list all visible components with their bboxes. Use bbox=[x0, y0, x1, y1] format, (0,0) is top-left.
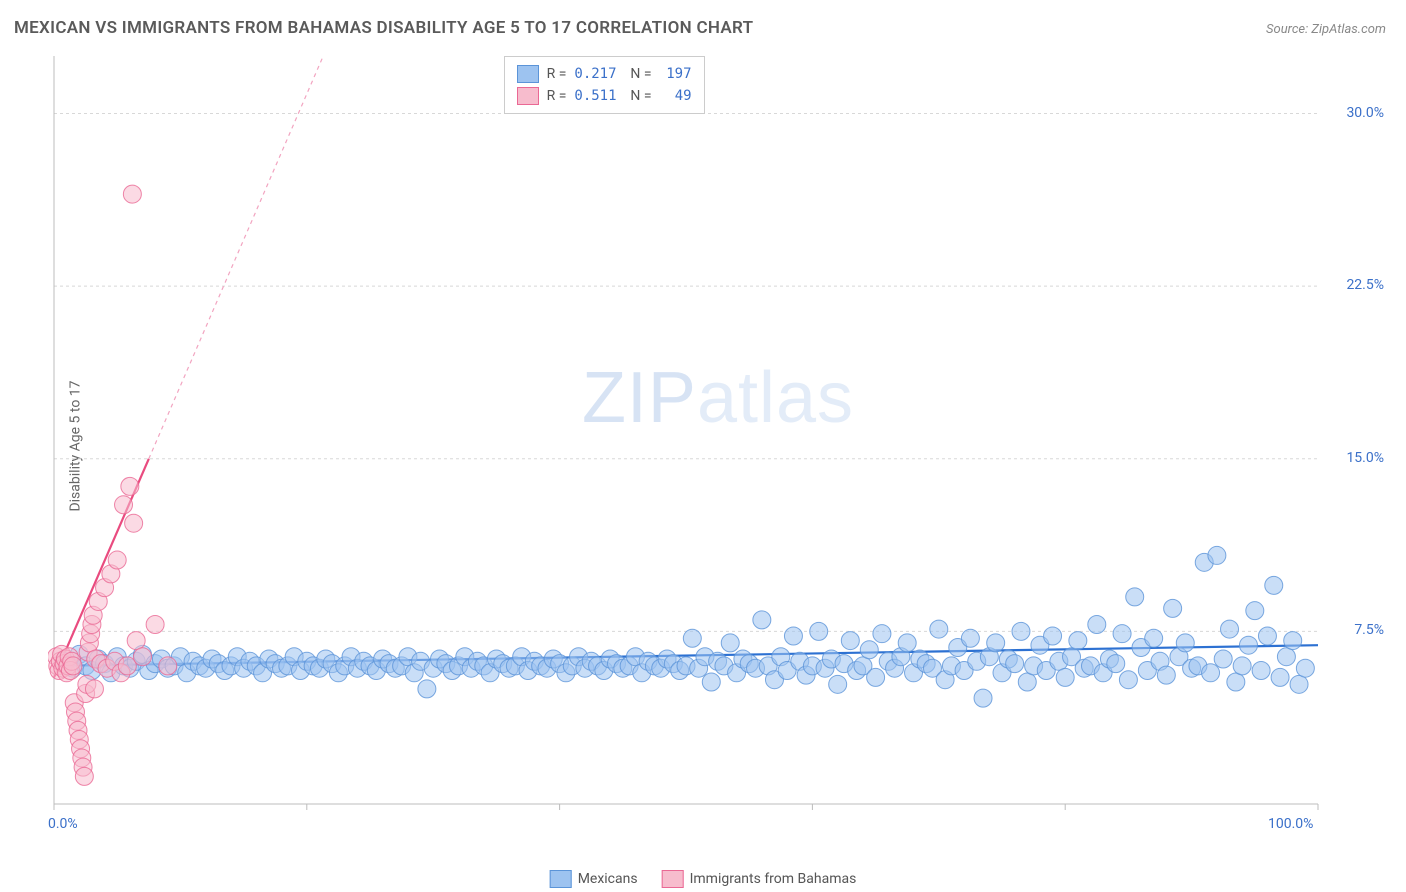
plot-area: ZIPatlas 0.0%100.0%7.5%15.0%22.5%30.0% bbox=[48, 50, 1388, 840]
tick-label: 100.0% bbox=[1268, 816, 1313, 832]
stat-n-value: 197 bbox=[660, 66, 692, 82]
legend-swatch bbox=[517, 65, 539, 83]
legend-swatch bbox=[662, 870, 684, 888]
source-attribution: Source: ZipAtlas.com bbox=[1266, 22, 1386, 37]
series-legend: Mexicans Immigrants from Bahamas bbox=[550, 870, 857, 888]
tick-label: 22.5% bbox=[1346, 277, 1384, 293]
tick-label: 30.0% bbox=[1346, 105, 1384, 121]
legend-swatch bbox=[517, 87, 539, 105]
scatter-chart bbox=[48, 50, 1388, 840]
legend-label: Immigrants from Bahamas bbox=[690, 871, 857, 887]
tick-label: 15.0% bbox=[1346, 450, 1384, 466]
correlation-legend: R = 0.217 N = 197 R = 0.511 N = 49 bbox=[504, 56, 705, 114]
legend-item: Mexicans bbox=[550, 870, 638, 888]
legend-item: Immigrants from Bahamas bbox=[662, 870, 857, 888]
stat-n-label: N = bbox=[630, 88, 651, 104]
stat-n-label: N = bbox=[630, 66, 651, 82]
tick-label: 7.5% bbox=[1354, 622, 1384, 638]
stat-r-value: 0.511 bbox=[574, 88, 622, 104]
stat-r-value: 0.217 bbox=[574, 66, 622, 82]
legend-stats-row: R = 0.511 N = 49 bbox=[517, 85, 692, 107]
legend-stats-row: R = 0.217 N = 197 bbox=[517, 63, 692, 85]
stat-r-label: R = bbox=[547, 88, 567, 104]
legend-label: Mexicans bbox=[578, 871, 638, 887]
chart-title: MEXICAN VS IMMIGRANTS FROM BAHAMAS DISAB… bbox=[14, 18, 753, 38]
legend-swatch bbox=[550, 870, 572, 888]
stat-r-label: R = bbox=[547, 66, 567, 82]
tick-label: 0.0% bbox=[48, 816, 78, 832]
stat-n-value: 49 bbox=[660, 88, 692, 104]
